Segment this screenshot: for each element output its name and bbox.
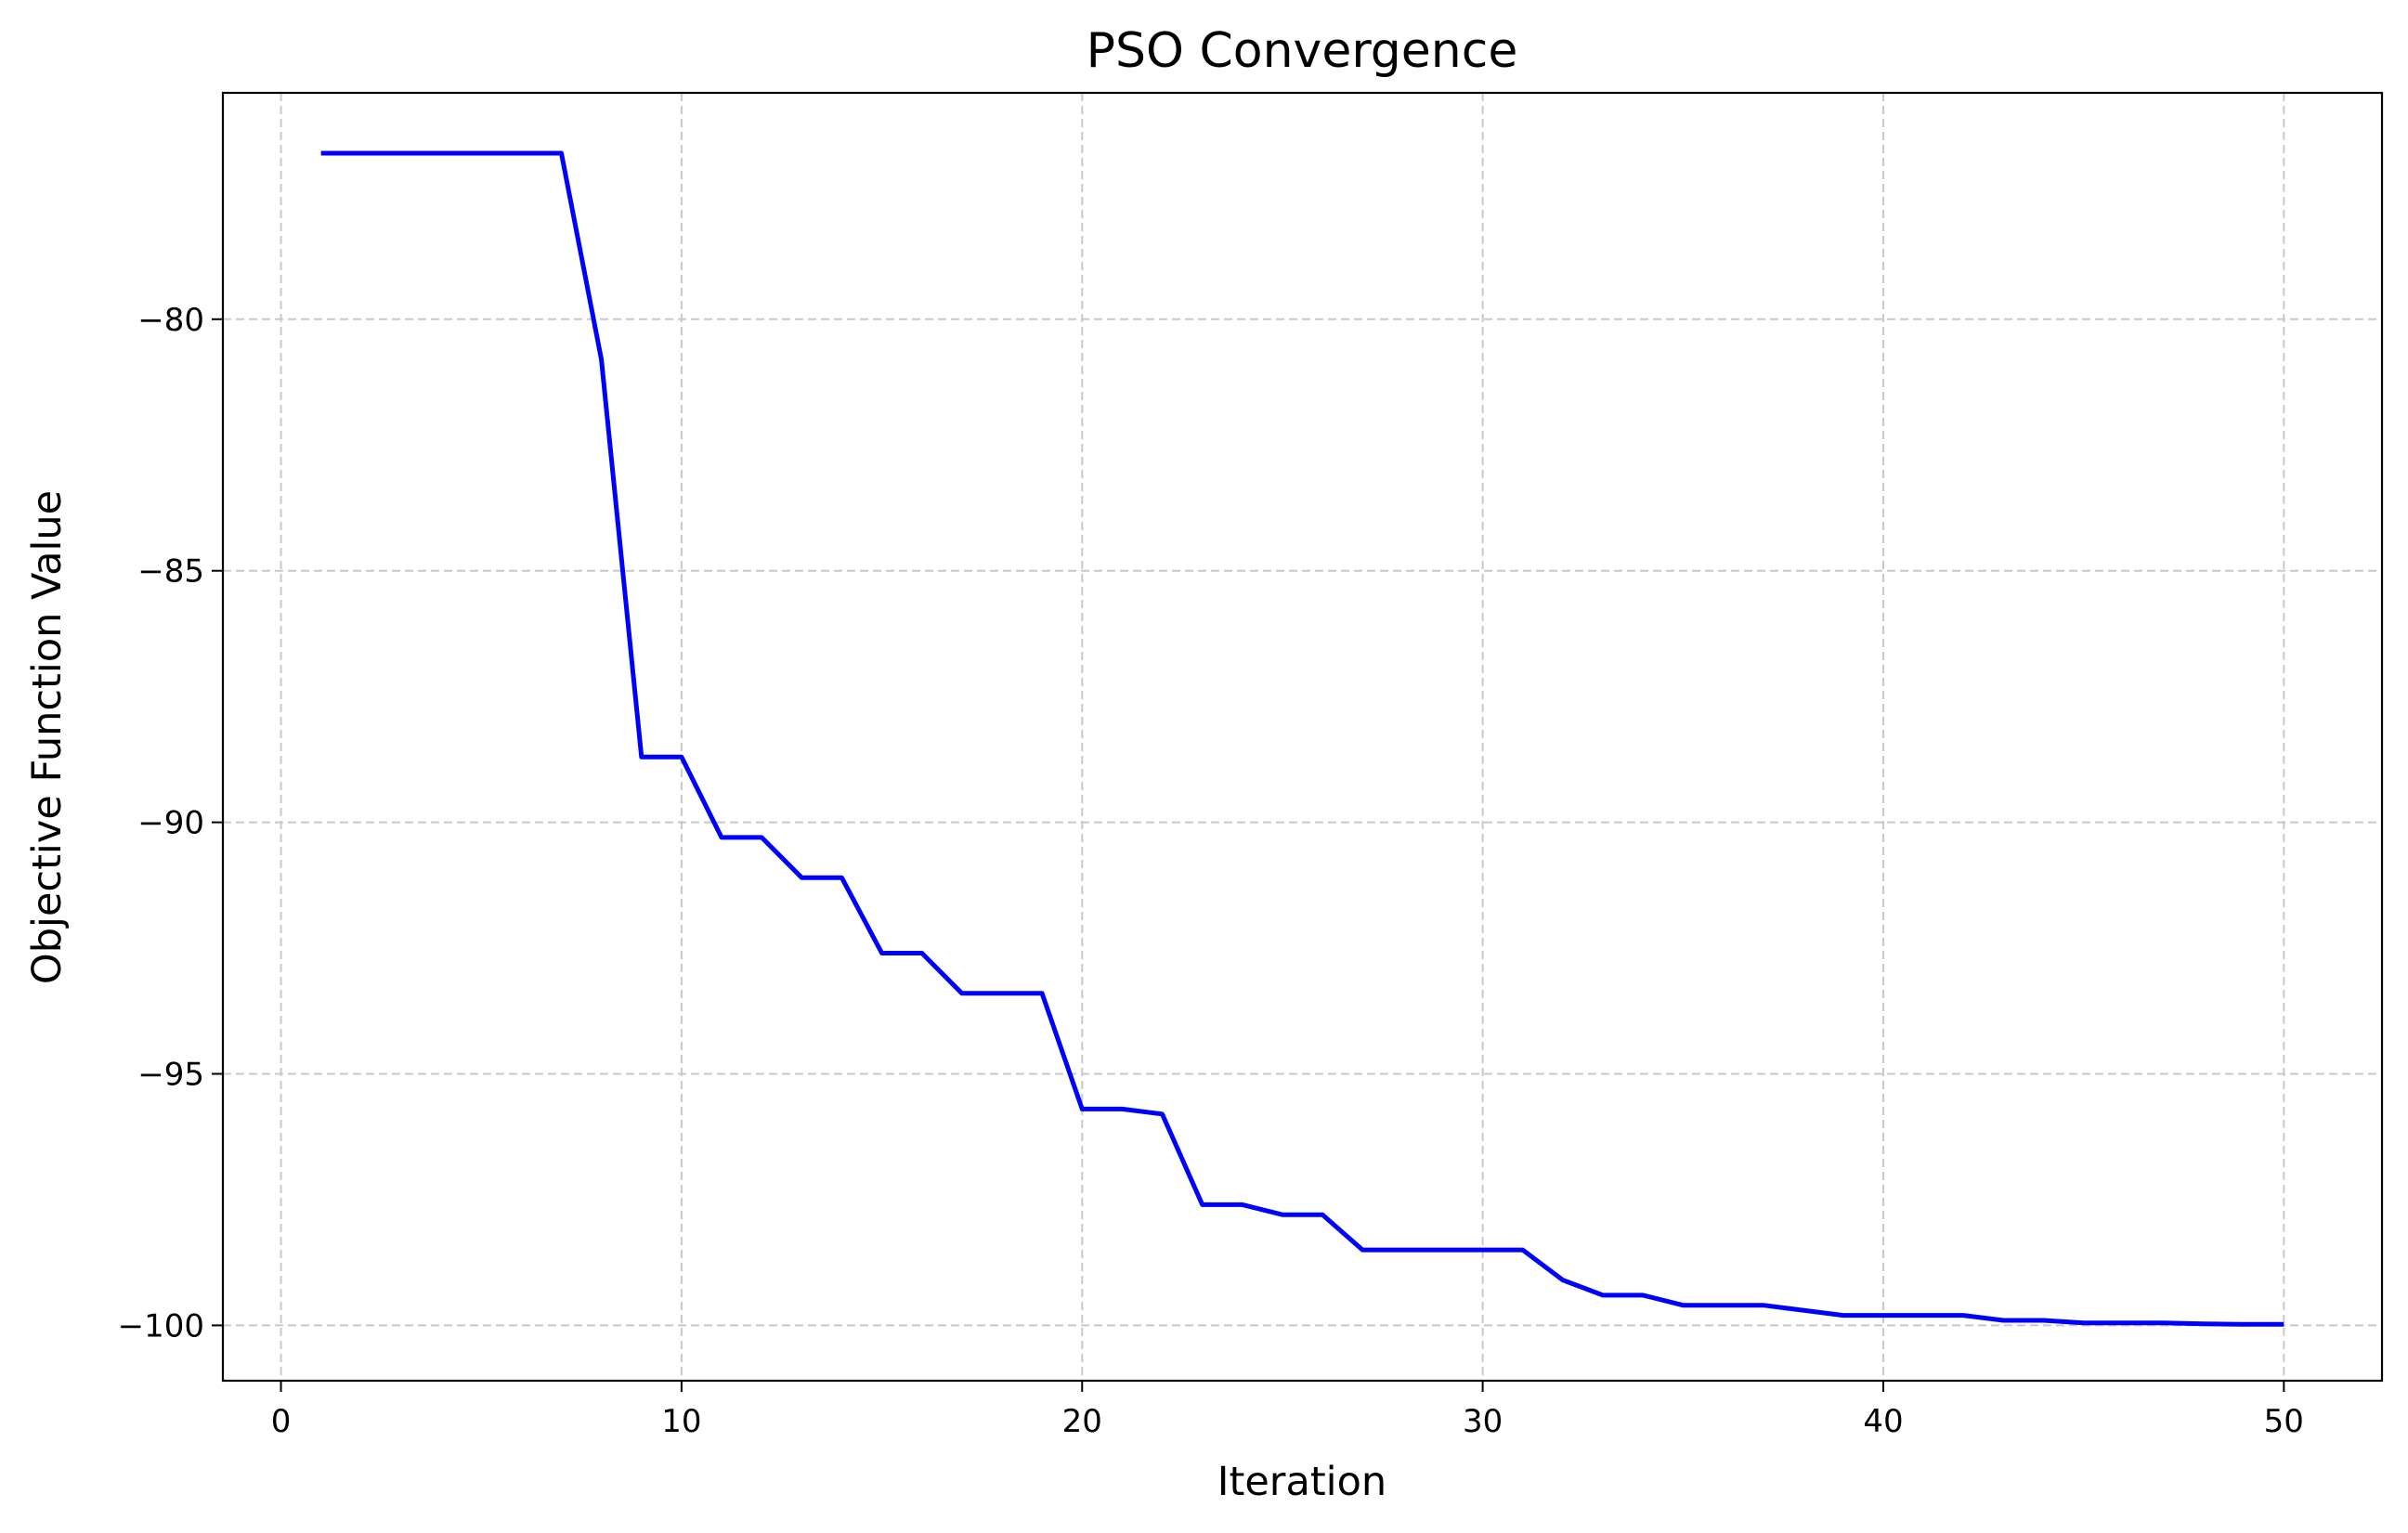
convergence-series-line [320, 150, 2284, 1327]
plot-frame [221, 91, 2384, 1383]
y-tick-label: −85 [137, 553, 204, 591]
tick-layer: 0 10 20 30 40 50 −80 −85 −90 −95 −100 [118, 302, 2304, 1440]
chart-title: PSO Convergence [1087, 23, 1518, 79]
y-tick-label: −90 [137, 805, 204, 842]
x-axis-title: Iteration [1217, 1459, 1386, 1505]
y-tick-label: −100 [118, 1307, 204, 1345]
x-tick-label: 10 [661, 1403, 701, 1440]
x-tick-label: 50 [2264, 1403, 2304, 1440]
x-tick-label: 0 [271, 1403, 292, 1440]
y-tick-label: −80 [137, 302, 204, 339]
x-tick-label: 30 [1463, 1403, 1503, 1440]
x-tick-label: 40 [1863, 1403, 1903, 1440]
x-tick-label: 20 [1062, 1403, 1102, 1440]
grid-layer [223, 93, 2382, 1381]
y-tick-label: −95 [137, 1057, 204, 1094]
line-layer [320, 150, 2284, 1327]
y-axis-title: Objective Function Value [24, 490, 71, 984]
